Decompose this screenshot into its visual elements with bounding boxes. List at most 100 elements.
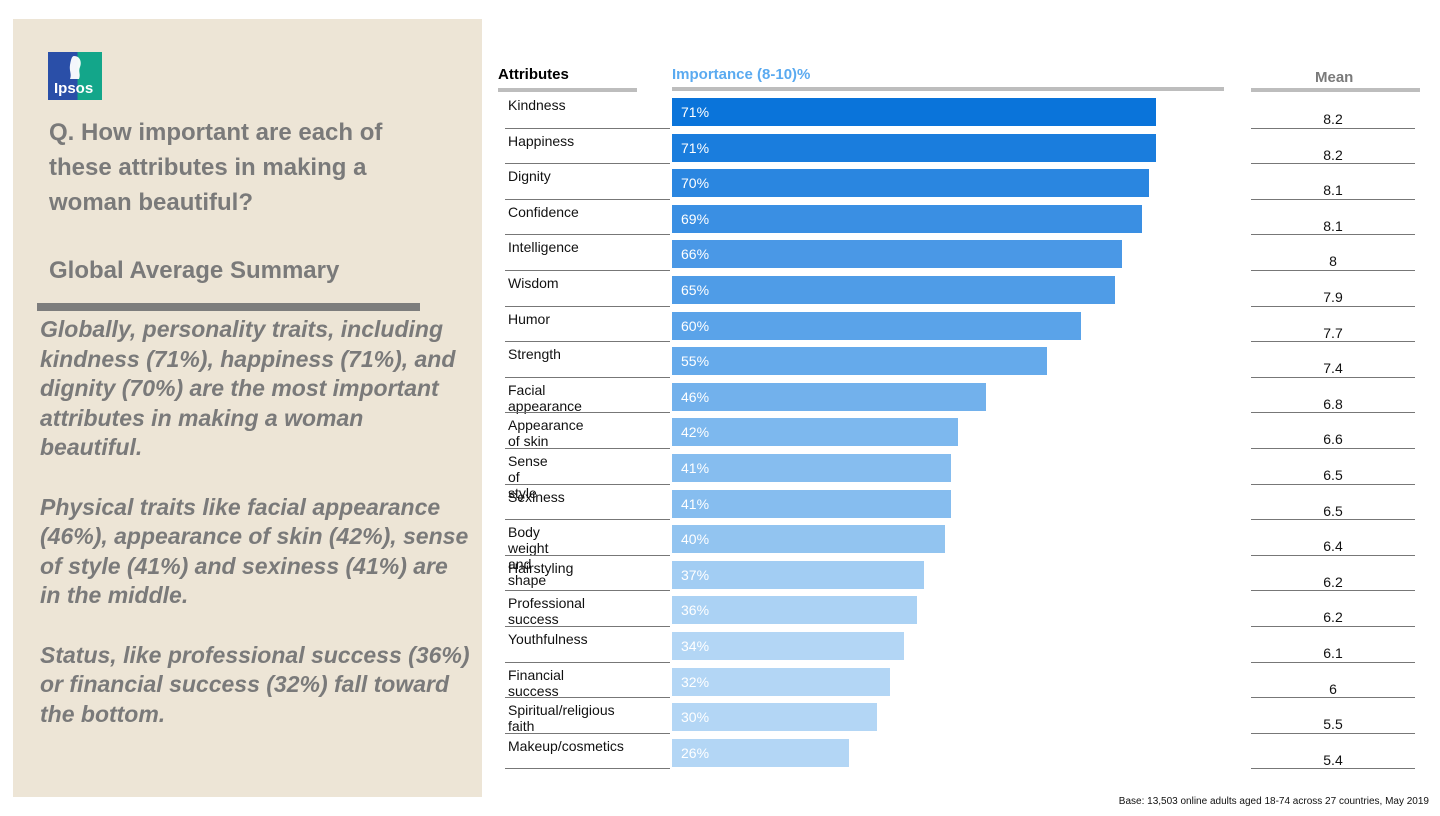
- row-divider: [505, 732, 670, 734]
- bar-value-label: 41%: [681, 495, 710, 512]
- attribute-label: Wisdom: [508, 275, 559, 291]
- bar-value-label: 32%: [681, 673, 710, 690]
- mean-divider: [1251, 519, 1415, 521]
- bar: 65%: [672, 276, 1116, 304]
- attributes-header: Attributes: [498, 66, 569, 83]
- bar: 37%: [672, 560, 925, 589]
- mean-value: 8.2: [1323, 146, 1343, 163]
- mean-divider: [1251, 198, 1415, 200]
- row-divider: [505, 270, 670, 271]
- bar: 26%: [672, 738, 850, 767]
- mean-value: 6.8: [1323, 395, 1343, 412]
- row-divider: [505, 448, 670, 449]
- bar-value-label: 69%: [681, 210, 710, 227]
- logo-text: Ipsos: [54, 80, 94, 97]
- bar: 71%: [672, 98, 1156, 126]
- mean-value: 5.4: [1323, 751, 1343, 768]
- divider: [37, 303, 420, 311]
- mean-divider: [1251, 127, 1415, 129]
- bar: 34%: [672, 632, 904, 660]
- summary-panel: Ipsos Q. How important are each of these…: [13, 19, 482, 797]
- mean-divider: [1251, 590, 1415, 592]
- bar: 30%: [672, 703, 877, 732]
- row-divider: [505, 626, 670, 627]
- mean-value: 6.1: [1323, 645, 1343, 661]
- attribute-label: Facial appearance: [508, 381, 582, 414]
- footnote: Base: 13,503 online adults aged 18-74 ac…: [1118, 796, 1429, 807]
- bar: 60%: [672, 311, 1081, 340]
- mean-divider: [1251, 768, 1415, 770]
- bar: 42%: [672, 418, 959, 447]
- attribute-label: Happiness: [508, 132, 575, 149]
- attribute-label: Financial success: [508, 666, 565, 699]
- attribute-label: Hairstyling: [508, 559, 574, 576]
- mean-divider: [1251, 697, 1415, 699]
- bar: 32%: [672, 667, 891, 696]
- bar: 40%: [672, 525, 945, 554]
- summary-text: Globally, personality traits, including …: [40, 315, 470, 759]
- mean-value: 6: [1329, 680, 1337, 697]
- bar-value-label: 55%: [681, 353, 710, 370]
- bar-value-label: 41%: [681, 460, 710, 476]
- summary-paragraph: Globally, personality traits, including …: [40, 316, 456, 461]
- mean-divider: [1251, 270, 1415, 271]
- mean-divider: [1251, 554, 1415, 556]
- row-divider: [505, 554, 670, 556]
- mean-value: 8: [1329, 253, 1337, 270]
- bar-value-label: 30%: [681, 709, 710, 726]
- mean-value: 7.9: [1323, 289, 1343, 305]
- row-divider: [505, 127, 670, 129]
- row-divider: [505, 376, 670, 378]
- mean-value: 8.2: [1323, 111, 1343, 127]
- row-divider: [505, 412, 670, 414]
- row-divider: [505, 198, 670, 200]
- bar: 46%: [672, 382, 986, 411]
- bar-value-label: 70%: [681, 175, 710, 192]
- mean-value: 6.2: [1323, 573, 1343, 590]
- attribute-label: Sense of style: [508, 453, 548, 501]
- mean-header-rule: [1251, 88, 1420, 92]
- mean-divider: [1251, 412, 1415, 414]
- bar: 41%: [672, 454, 952, 482]
- row-divider: [505, 768, 670, 770]
- attribute-label: Intelligence: [508, 239, 579, 256]
- mean-divider: [1251, 341, 1415, 343]
- mean-divider: [1251, 732, 1415, 734]
- mean-divider: [1251, 626, 1415, 627]
- row-divider: [505, 163, 670, 165]
- mean-divider: [1251, 234, 1415, 236]
- attribute-label: Dignity: [508, 168, 551, 185]
- row-divider: [505, 483, 670, 485]
- importance-header: Importance (8-10)%: [672, 66, 811, 83]
- bar: 41%: [672, 489, 952, 518]
- bar-value-label: 36%: [681, 602, 710, 619]
- mean-divider: [1251, 483, 1415, 485]
- bar-value-label: 71%: [681, 139, 710, 156]
- mean-value: 8.1: [1323, 217, 1343, 234]
- row-divider: [505, 341, 670, 343]
- bar-value-label: 37%: [681, 566, 710, 583]
- mean-value: 6.2: [1323, 609, 1343, 626]
- bar-value-label: 71%: [681, 104, 710, 120]
- mean-divider: [1251, 305, 1415, 307]
- mean-value: 7.7: [1323, 324, 1343, 341]
- attributes-header-rule: [498, 88, 637, 92]
- row-divider: [505, 305, 670, 307]
- bar: 55%: [672, 347, 1047, 376]
- summary-paragraph: Physical traits like facial appearance (…: [40, 493, 469, 609]
- mean-value: 5.5: [1323, 716, 1343, 733]
- bar-value-label: 40%: [681, 531, 710, 548]
- attribute-label: Makeup/cosmetics: [508, 737, 624, 754]
- mean-divider: [1251, 448, 1415, 449]
- bar-value-label: 46%: [681, 388, 710, 405]
- attribute-label: Strength: [508, 346, 561, 363]
- row-divider: [505, 234, 670, 236]
- attribute-label: Sexiness: [508, 488, 565, 505]
- bar-value-label: 34%: [681, 638, 710, 654]
- mean-value: 6.4: [1323, 538, 1343, 555]
- summary-title: Global Average Summary: [49, 257, 340, 284]
- mean-divider: [1251, 376, 1415, 378]
- ipsos-logo: [48, 52, 102, 100]
- mean-value: 6.5: [1323, 467, 1343, 483]
- mean-header: Mean: [1315, 69, 1354, 86]
